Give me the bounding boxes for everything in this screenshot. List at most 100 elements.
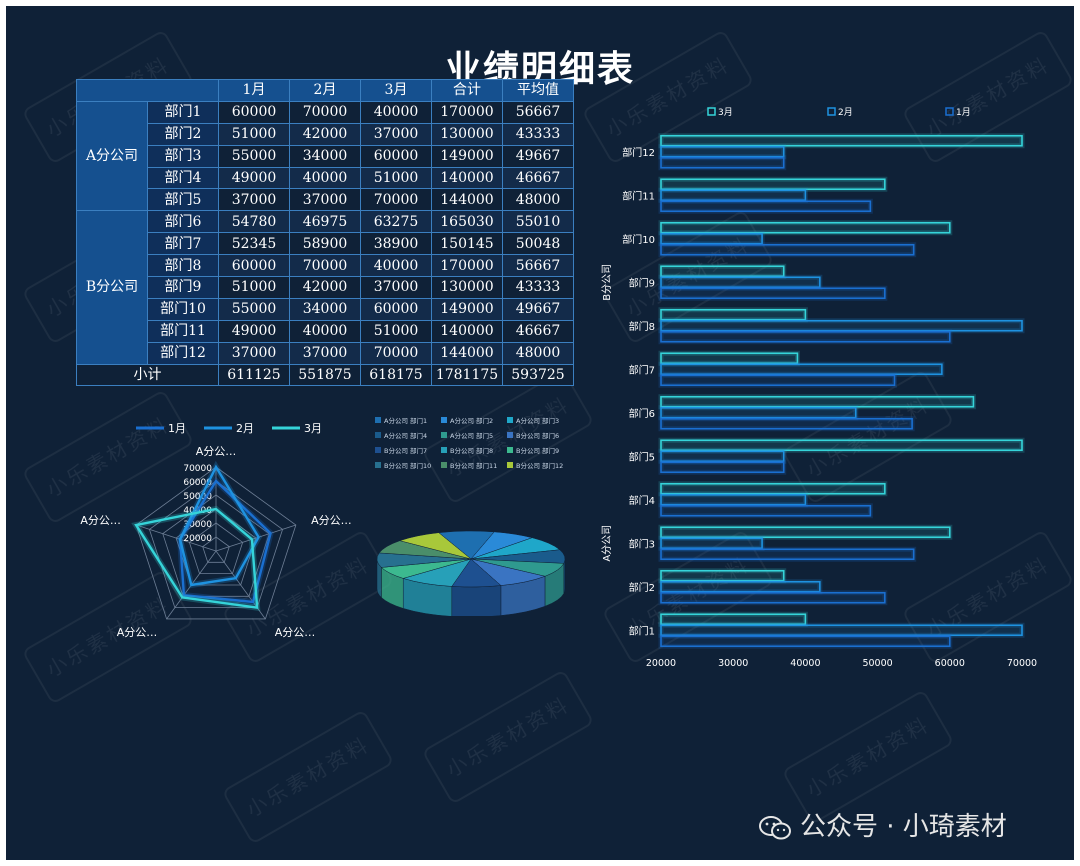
performance-table: 1月 2月 3月 合计 平均值 A分公司 部门1 60000 70000 400…: [76, 79, 574, 387]
bar-glow: [658, 459, 787, 475]
value-cell: 56667: [502, 254, 574, 278]
value-cell: 58900: [289, 232, 361, 256]
legend-label: B分公司 部门11: [450, 461, 497, 470]
header-cell: 3月: [360, 79, 432, 102]
bar: [660, 352, 799, 365]
total-cell: 618175: [360, 363, 432, 387]
value-cell: 51000: [360, 166, 432, 190]
table-row: 部门11 49000 40000 51000 140000 46667: [77, 319, 574, 343]
legend-label: A分公司 部门4: [384, 431, 427, 440]
bar: [660, 548, 915, 561]
bar: [660, 221, 951, 234]
legend-label: A分公司 部门2: [450, 416, 493, 425]
total-cell: 611125: [218, 363, 290, 387]
legend-swatch: [507, 447, 513, 453]
category-label: 部门11: [622, 189, 655, 202]
bar: [660, 613, 807, 626]
table-row: 部门12 37000 37000 70000 144000 48000: [77, 341, 574, 365]
value-cell: 60000: [218, 100, 290, 124]
bar-glow: [658, 285, 888, 301]
value-cell: 51000: [360, 319, 432, 343]
category-label: 部门1: [629, 624, 655, 637]
header-cell: 合计: [431, 79, 503, 102]
value-cell: 46975: [289, 210, 361, 234]
header-cell: 1月: [218, 79, 290, 102]
group-label: A分公司: [601, 525, 613, 562]
table-corner-cell: [76, 79, 219, 102]
value-cell: 140000: [431, 319, 503, 343]
radar-axis-label: A分公…: [311, 514, 352, 527]
legend-label: B分公司 部门6: [516, 431, 559, 440]
legend-swatch: [441, 462, 447, 468]
bar: [660, 461, 785, 474]
value-cell: 60000: [360, 297, 432, 321]
table-row: 部门8 60000 70000 40000 170000 56667: [77, 254, 574, 278]
value-cell: 40000: [360, 100, 432, 124]
category-label: 部门7: [629, 363, 655, 376]
bar-glow: [658, 372, 898, 388]
value-cell: 150145: [431, 232, 503, 256]
x-tick-label: 40000: [790, 658, 820, 669]
radar-tick-label: 30000: [183, 520, 212, 530]
bar-glow: [658, 633, 953, 649]
bar: [660, 395, 975, 408]
watermark: 小乐素材资料: [221, 709, 395, 845]
value-cell: 49000: [218, 319, 290, 343]
bar: [660, 635, 951, 648]
radar-spoke: [215, 524, 297, 552]
legend-swatch: [707, 107, 716, 116]
table-row: 部门10 55000 34000 60000 149000 49667: [77, 297, 574, 321]
table-row: 部门3 55000 34000 60000 149000 49667: [77, 144, 574, 168]
value-cell: 56667: [502, 100, 574, 124]
bar: [660, 482, 886, 495]
x-tick-label: 50000: [862, 658, 892, 669]
dept-cell: 部门9: [147, 276, 219, 299]
value-cell: 170000: [431, 254, 503, 278]
bar: [660, 374, 896, 387]
value-cell: 70000: [289, 100, 361, 124]
value-cell: 34000: [289, 144, 361, 168]
value-cell: 34000: [289, 297, 361, 321]
value-cell: 37000: [289, 341, 361, 365]
radar-grid-ring: [188, 522, 244, 575]
value-cell: 60000: [360, 144, 432, 168]
bar: [660, 493, 807, 506]
x-tick-label: 30000: [718, 658, 748, 669]
value-cell: 37000: [289, 188, 361, 212]
legend-label: B分公司 部门9: [516, 446, 559, 455]
value-cell: 43333: [502, 276, 574, 299]
value-cell: 144000: [431, 341, 503, 365]
category-label: 部门4: [629, 494, 655, 507]
bar: [660, 406, 857, 419]
value-cell: 63275: [360, 210, 432, 234]
table-row: 部门9 51000 42000 37000 130000 43333: [77, 276, 574, 299]
radar-axis-label: A分公…: [275, 626, 316, 639]
bar-glow: [658, 416, 915, 432]
dept-cell: 部门8: [147, 254, 219, 278]
value-cell: 140000: [431, 166, 503, 190]
value-cell: 52345: [218, 232, 290, 256]
value-cell: 51000: [218, 276, 290, 299]
group-cell: B分公司: [76, 210, 148, 365]
dept-cell: 部门3: [147, 144, 219, 168]
footer-text: 公众号 · 小琦素材: [800, 812, 1007, 842]
bar: [660, 232, 763, 245]
group-label: B分公司: [601, 264, 613, 301]
table-row: 部门7 52345 58900 38900 150145 50048: [77, 232, 574, 256]
value-cell: 37000: [360, 276, 432, 299]
value-cell: 149000: [431, 297, 503, 321]
bar: [660, 287, 886, 300]
value-cell: 51000: [218, 122, 290, 146]
value-cell: 55000: [218, 144, 290, 168]
group-cell: A分公司: [76, 100, 148, 212]
value-cell: 50048: [502, 232, 574, 256]
radar-grid-ring: [162, 494, 270, 597]
legend-swatch: [375, 417, 381, 423]
total-cell: 551875: [289, 363, 361, 387]
legend-label: 1月: [168, 422, 186, 435]
value-cell: 48000: [502, 188, 574, 212]
bar: [660, 189, 807, 202]
value-cell: 43333: [502, 122, 574, 146]
legend-label: A分公司 部门5: [450, 431, 493, 440]
bar: [660, 504, 872, 517]
